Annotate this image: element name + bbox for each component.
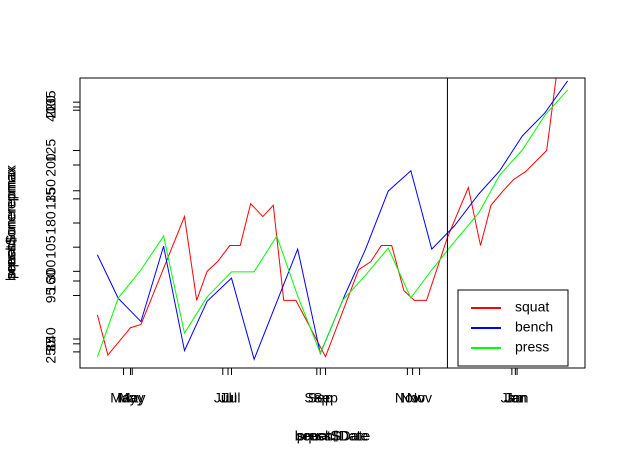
y-tick-label: 125 [43,139,59,163]
series-line [96,78,557,358]
legend-label: press [515,339,549,355]
x-tick-label: Nov [395,390,420,406]
x-tick-label: May [110,390,136,406]
y-tick-label: 300 [43,259,59,283]
y-axis-label: squat$onerepmax [3,167,19,279]
series-line [96,89,568,358]
x-tick-label: Jul [223,390,241,406]
plot-area [96,78,568,361]
y-tick-label: 105 [43,235,59,259]
legend-label: squat [515,299,549,315]
y-tick-label: 250 [43,340,59,364]
x-tick-label: Jan [501,390,524,406]
y-tick-label: 115 [43,187,59,210]
y-tick-label: 220 [43,95,59,119]
y-tick-label: 350 [43,179,59,203]
x-tick-label: Nov [407,390,432,406]
y-axis-label: bench$onerepmax [3,165,19,281]
y-tick-label: 160 [43,269,59,293]
x-axis-label: press$Date [297,428,369,444]
series-line [96,80,568,361]
x-tick-label: Nov [400,390,425,406]
x-tick-label: Sep [304,390,329,406]
y-tick-label: 85 [43,336,59,352]
x-axis-label: squat$Date [297,428,369,444]
y-tick-label: 200 [43,153,59,177]
x-tick-label: Sep [308,390,333,406]
x-tick-label: Jan [506,390,529,406]
x-tick-label: May [117,390,143,406]
y-axis-label: press$onerepmax [3,167,19,279]
x-tick-label: Sep [313,390,338,406]
y-tick-label: 180 [43,211,59,235]
legend-label: bench [515,319,553,335]
plot-frame [79,77,586,369]
y-tick-label: 400 [43,98,59,122]
x-axis-label: bench$Date [295,428,371,444]
y-tick-label: 135 [43,90,59,114]
x-tick-label: Jul [214,390,232,406]
x-tick-label: Jan [504,390,527,406]
x-tick-label: May [119,390,145,406]
y-tick-label: 140 [43,327,59,351]
y-tick-label: 95 [43,288,59,304]
x-tick-label: Jul [219,390,237,406]
